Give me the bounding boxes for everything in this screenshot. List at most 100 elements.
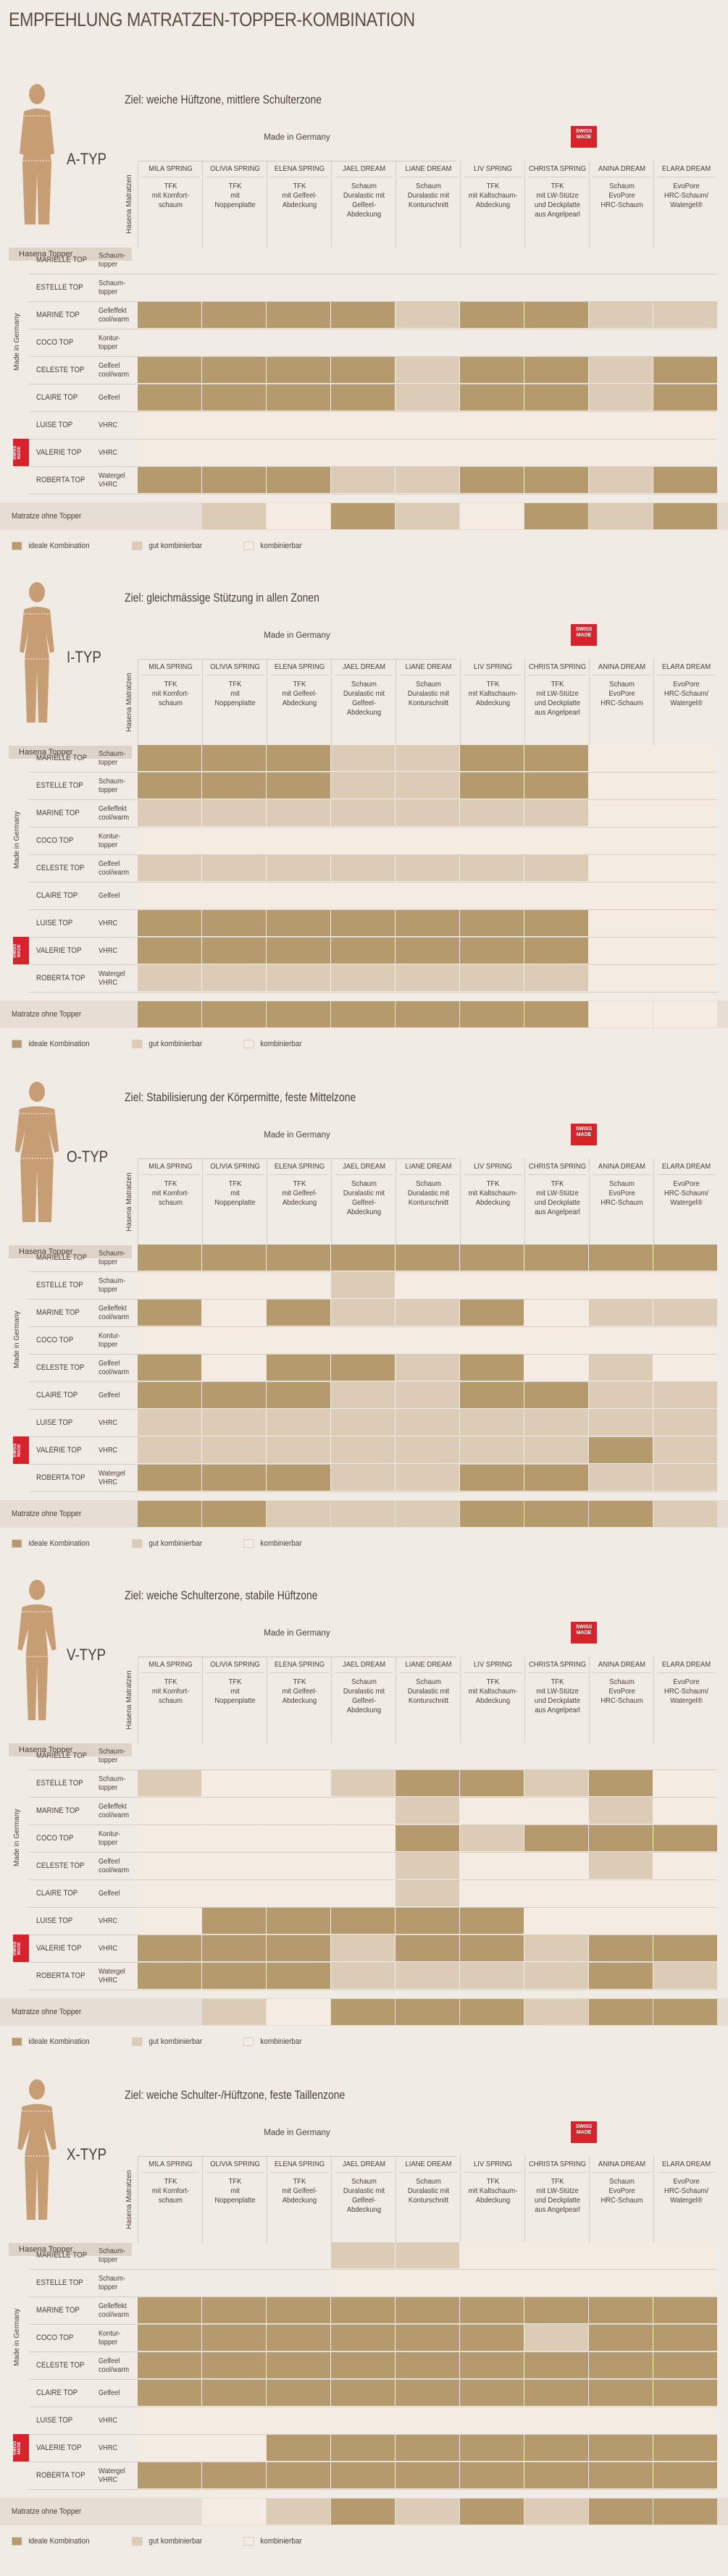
topper-row: COCO TOP Kontur- topper [29, 1824, 717, 1853]
mattress-header: JAEL DREAM Schaum Duralastic mit Gelfeel-… [331, 659, 396, 746]
combination-cell [267, 2297, 330, 2323]
mattress-desc: Schaum Duralastic mit Konturschnitt [407, 680, 450, 707]
combination-cell [460, 2325, 524, 2351]
legend: ideale Kombination gut kombinierbar kombin… [12, 542, 341, 550]
made-in-germany-side-label: Made in Germany [13, 313, 21, 371]
mattress-desc: Schaum Duralastic mit Gelfeel- Abdeckung [343, 680, 385, 717]
combination-cell [653, 412, 717, 438]
combination-cell [331, 2462, 395, 2488]
combination-cell [589, 503, 653, 529]
combination-cell [589, 1001, 653, 1027]
combination-cell [524, 2499, 588, 2525]
topper-row: VALERIE TOP VHRC [29, 1935, 717, 1963]
legend-swatch [12, 2537, 22, 2546]
combination-cell [331, 745, 395, 771]
made-in-germany-header: Made in Germany [138, 1127, 456, 1159]
combination-cell [267, 329, 330, 355]
topper-desc: Watergel VHRC [99, 1469, 125, 1486]
combination-cell [653, 247, 717, 273]
topper-name: CLAIRE TOP [36, 2388, 78, 2397]
combination-cell [589, 1382, 653, 1408]
made-in-germany-side-label: Made in Germany [13, 1809, 21, 1866]
combination-cell [524, 1437, 588, 1463]
combination-cell [396, 910, 459, 936]
topper-desc: Schaum- topper [99, 1747, 125, 1764]
swiss-made-badge: SWISS MADE [571, 126, 597, 148]
legend-label: gut kombinierbar [148, 542, 202, 550]
combination-cell [524, 2325, 588, 2351]
combination-cell [396, 1382, 459, 1408]
topper-row: COCO TOP Kontur- topper [29, 2324, 717, 2352]
combination-cell [138, 1798, 201, 1824]
topper-desc: Gelleffekt cool/warm [99, 1304, 130, 1321]
mattress-header: ANINA DREAM Schaum EvoPore HRC-Schaum [589, 161, 654, 248]
body-type-label: V-TYP [67, 1646, 106, 1664]
combination-cell [589, 2499, 653, 2525]
combination-cell [524, 2380, 588, 2406]
mattress-name: JAEL DREAM [335, 2156, 393, 2173]
combination-cell [331, 247, 395, 273]
no-topper-label: Matratze ohne Topper [12, 2507, 82, 2516]
combination-cell [202, 2352, 266, 2378]
combination-cell [524, 2270, 588, 2296]
combination-cell [396, 965, 459, 991]
combination-cell [396, 274, 459, 300]
combination-cell [589, 965, 653, 991]
topper-desc: Kontur- topper [99, 1830, 121, 1847]
combination-cell [589, 1825, 653, 1851]
combination-cell [396, 1935, 459, 1961]
topper-name: ROBERTA TOP [36, 476, 85, 484]
combination-cell [396, 1501, 459, 1527]
combination-cell [524, 1999, 588, 2025]
hasena-matratzen-label: Hasena Matratzen [125, 2170, 133, 2229]
combination-cell [396, 384, 459, 411]
topper-name: CELESTE TOP [36, 2361, 85, 2370]
mattress-header: CHRISTA SPRING TFK mit LW-Stütze und Deck… [524, 1158, 590, 1245]
mattress-desc: Schaum Duralastic mit Konturschnitt [407, 1678, 450, 1705]
topper-desc: Gelleffekt cool/warm [99, 804, 130, 822]
mattress-header: LIANE DREAM Schaum Duralastic mit Konturs… [396, 1657, 461, 1743]
mattress-desc: Schaum EvoPore HRC-Schaum [601, 182, 643, 209]
combination-cell [460, 1300, 524, 1326]
mattress-header: ELENA SPRING TFK mit Gelfeel- Abdeckung [267, 2156, 332, 2243]
combination-cell [267, 1327, 330, 1353]
mattress-name: ELARA DREAM [657, 1158, 716, 1175]
combination-cell [138, 1437, 201, 1463]
combination-cell [524, 1245, 588, 1271]
combination-cell [460, 855, 524, 881]
combination-cell [138, 467, 201, 493]
combination-cell [524, 883, 588, 909]
topper-desc: Schaum- topper [99, 251, 125, 269]
legend-label: gut kombinierbar [148, 2037, 202, 2046]
combination-cell [524, 329, 588, 355]
combination-cell [138, 883, 201, 909]
combination-cell [138, 1245, 201, 1271]
combination-cell [138, 828, 201, 854]
combination-cell [589, 2435, 653, 2461]
combination-cell [202, 1853, 266, 1879]
goal-text: Ziel: weiche Schulter-/Hüftzone, feste T… [125, 2088, 346, 2102]
combination-cell [202, 1770, 266, 1796]
combination-cell [396, 800, 459, 826]
combination-cell [396, 745, 459, 771]
combination-cell [138, 1770, 201, 1796]
topper-name: ROBERTA TOP [36, 1971, 85, 1980]
legend-label: kombinierbar [259, 2537, 302, 2546]
combination-cell [202, 1798, 266, 1824]
made-in-germany-header: Made in Germany [138, 2124, 456, 2157]
combination-cell [653, 357, 717, 383]
combination-cell [460, 2352, 524, 2378]
mattress-header: CHRISTA SPRING TFK mit LW-Stütze und Deck… [524, 161, 590, 248]
combination-cell [653, 2499, 717, 2525]
topper-desc: Watergel VHRC [99, 969, 125, 987]
legend-swatch [12, 1040, 22, 1048]
combination-cell [460, 745, 524, 771]
combination-cell [396, 329, 459, 355]
combination-cell [460, 1437, 524, 1463]
combination-cell [589, 384, 653, 411]
combination-cell [589, 2325, 653, 2351]
mattress-name: ANINA DREAM [593, 659, 651, 675]
body-figure-icon [12, 579, 62, 728]
combination-cell [202, 2270, 266, 2296]
hasena-matratzen-label: Hasena Matratzen [125, 1670, 133, 1730]
